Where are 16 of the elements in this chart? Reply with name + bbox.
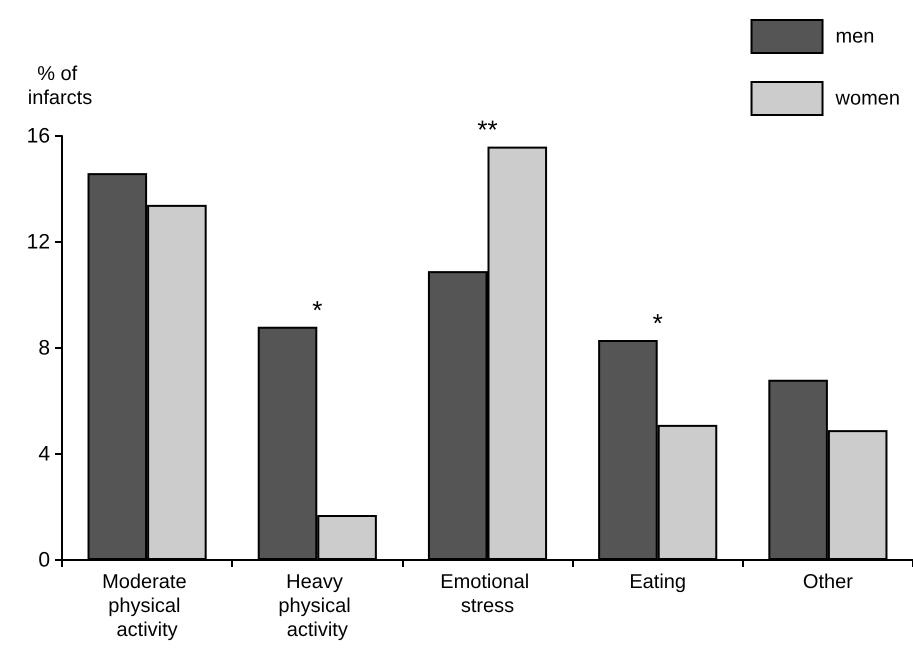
y-tick-label: 4	[38, 442, 50, 466]
legend-label: men	[836, 26, 874, 48]
annotation: *	[652, 308, 663, 338]
annotation: *	[312, 294, 322, 325]
x-tick-label: Moderate physical activity	[102, 571, 192, 641]
x-tick-label: Heavy physical activity	[278, 571, 356, 641]
y-axis-title: % of infarcts	[28, 63, 92, 109]
legend-label: women	[834, 88, 900, 110]
annotation: **	[477, 114, 498, 145]
y-tick-label: 8	[38, 336, 50, 360]
y-tick-label: 16	[26, 124, 50, 148]
x-tick-label: Eating	[629, 571, 686, 593]
y-tick-label: 12	[26, 230, 50, 254]
y-tick-label: 0	[38, 548, 50, 572]
x-tick-label: Emotional stress	[440, 571, 535, 617]
x-tick-label: Other	[802, 571, 854, 593]
